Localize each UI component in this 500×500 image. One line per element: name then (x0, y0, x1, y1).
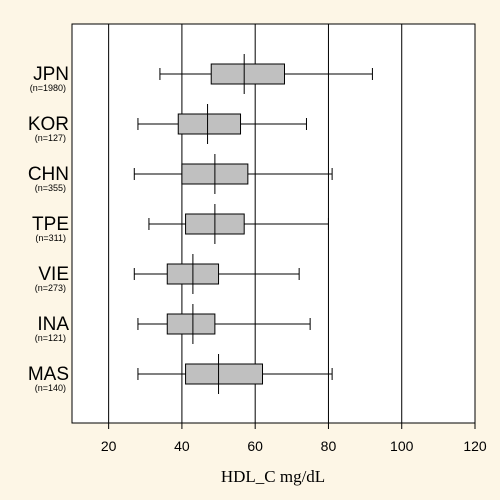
category-label-tpe: TPE (32, 214, 69, 235)
category-label-vie: VIE (38, 264, 69, 285)
category-label-kor: KOR (28, 114, 69, 135)
box-kor (137, 104, 307, 144)
category-label-chn: CHN (28, 164, 69, 185)
box-jpn (159, 54, 373, 94)
sample-size-label: (n=121) (35, 333, 66, 343)
sample-size-label: (n=127) (35, 133, 66, 143)
x-tick-label: 20 (101, 438, 117, 454)
iqr-box (166, 313, 216, 335)
box-series (133, 54, 373, 394)
x-tick-label: 80 (321, 438, 337, 454)
box-ina (137, 304, 311, 344)
category-label-jpn: JPN (33, 64, 69, 85)
x-tick-label: 100 (390, 438, 414, 454)
category-labels: JPN(n=1980) KOR(n=127) CHN(n=355) TPE(n=311… (28, 64, 70, 393)
sample-size-label: (n=273) (35, 283, 66, 293)
x-tick-label: 40 (174, 438, 190, 454)
box-vie (133, 254, 300, 294)
iqr-box (210, 63, 285, 85)
x-tick-label: 120 (463, 438, 487, 454)
box-chn (133, 154, 333, 194)
box-mas (137, 354, 333, 394)
iqr-box (185, 363, 264, 385)
x-tick-label: 60 (247, 438, 263, 454)
category-label-ina: INA (37, 314, 69, 335)
sample-size-label: (n=311) (35, 233, 66, 243)
iqr-box (177, 113, 242, 135)
x-axis-ticks: 20 40 60 80 100 120 (101, 423, 487, 454)
x-axis-title: HDL_C mg/dL (221, 467, 325, 486)
category-label-mas: MAS (28, 364, 69, 385)
sample-size-label: (n=140) (35, 383, 66, 393)
sample-size-label: (n=355) (35, 183, 66, 193)
box-tpe (148, 204, 329, 244)
sample-size-label: (n=1980) (30, 83, 66, 93)
